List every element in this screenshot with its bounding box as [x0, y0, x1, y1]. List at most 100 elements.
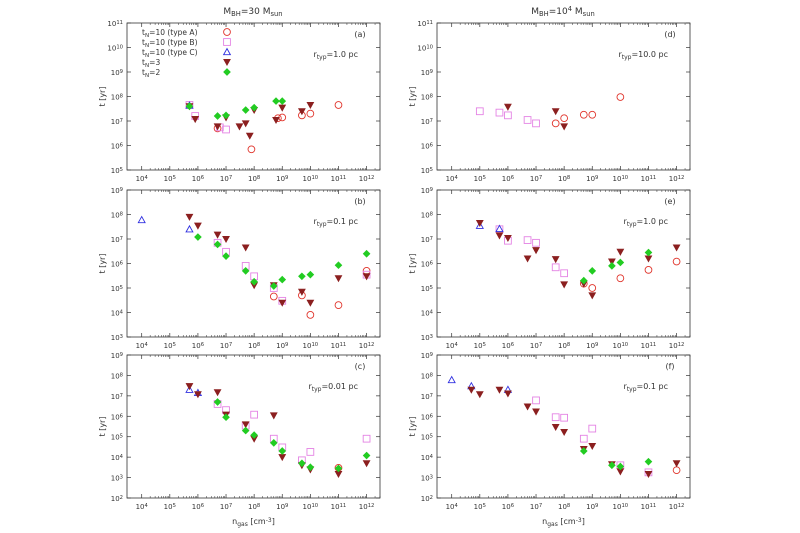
x-tick-label: 107 [220, 342, 232, 350]
data-point [495, 224, 504, 233]
panel-label: (a) [354, 30, 365, 39]
x-tick-label: 107 [220, 175, 232, 183]
data-point [269, 292, 278, 301]
y-tick-label: 108 [421, 94, 433, 102]
y-tick-label: 109 [421, 69, 433, 77]
y-tick-label: 106 [111, 261, 124, 269]
data-point [447, 375, 456, 384]
data-point [523, 236, 532, 244]
data-point [579, 434, 588, 443]
data-point [551, 256, 560, 264]
plot-frame [126, 354, 381, 499]
x-tick-label: 105 [164, 503, 176, 511]
data-point [137, 215, 146, 224]
x-tick-label: 1012 [359, 175, 375, 183]
y-tick-label: 106 [421, 143, 434, 151]
legend-marker [223, 38, 231, 46]
data-point [334, 261, 343, 270]
data-point [213, 231, 222, 239]
x-tick-label: 105 [474, 342, 486, 350]
data-point [588, 292, 597, 300]
data-point [269, 282, 278, 290]
data-point [644, 266, 653, 274]
data-point [560, 114, 568, 123]
x-tick-label: 107 [530, 342, 542, 350]
data-point [362, 451, 371, 460]
data-point [245, 132, 254, 140]
data-point [241, 106, 250, 114]
y-axis-label: t [yr] [98, 254, 107, 274]
y-tick-label: 102 [111, 495, 123, 503]
y-tick-label: 1011 [417, 20, 433, 28]
plot-frame [436, 189, 691, 338]
data-point [278, 97, 287, 105]
x-tick-label: 105 [474, 503, 486, 511]
panel-label: (c) [355, 362, 366, 371]
y-tick-label: 104 [421, 310, 434, 318]
y-tick-label: 104 [111, 310, 124, 318]
x-tick-label: 108 [558, 175, 570, 183]
data-point [306, 270, 315, 279]
data-point [241, 244, 250, 252]
data-point [672, 466, 681, 475]
y-tick-label: 103 [421, 334, 433, 342]
data-point [362, 460, 371, 468]
data-point [362, 434, 371, 443]
data-point [213, 112, 222, 120]
data-point [298, 459, 306, 468]
data-point [185, 224, 194, 233]
data-point [222, 413, 230, 422]
data-point [532, 408, 540, 416]
data-point [608, 262, 616, 270]
data-point [579, 447, 588, 455]
data-point [278, 447, 287, 455]
data-point [644, 470, 653, 478]
column-title: MBH=104 Msun [531, 5, 595, 18]
chart-panel: 104 105 106 107 108 109 1010 1011 1012 105 106 107 1… [98, 20, 381, 183]
y-tick-label: 107 [421, 236, 433, 244]
data-point [616, 274, 625, 283]
data-point [272, 97, 280, 105]
panel-annotation: rtyp=1.0 pc [314, 50, 358, 61]
y-tick-label: 106 [421, 261, 434, 269]
data-point [269, 439, 278, 447]
x-tick-label: 104 [446, 175, 459, 183]
data-point [272, 116, 280, 125]
data-point [241, 120, 250, 128]
data-point [588, 110, 597, 119]
y-tick-label: 105 [111, 167, 123, 175]
x-tick-label: 1010 [303, 175, 319, 183]
data-point [269, 412, 278, 420]
data-point [616, 462, 625, 471]
panel-annotation: rtyp=0.01 pc [308, 382, 358, 393]
y-tick-label: 109 [421, 187, 433, 195]
data-point [551, 108, 560, 116]
y-tick-label: 107 [111, 118, 123, 126]
data-point [185, 213, 194, 221]
x-tick-label: 1011 [331, 503, 347, 511]
legend-marker [223, 28, 231, 36]
data-point [362, 273, 371, 281]
y-tick-label: 106 [111, 413, 124, 421]
panel-label: (f) [665, 362, 674, 371]
y-tick-label: 107 [421, 118, 433, 126]
x-tick-label: 1010 [613, 503, 629, 511]
y-tick-label: 108 [111, 372, 123, 380]
data-point [334, 464, 343, 473]
y-axis-label: t [yr] [408, 254, 417, 274]
x-tick-label: 104 [136, 342, 149, 350]
data-point [523, 403, 532, 411]
x-tick-label: 106 [502, 175, 515, 183]
data-point [235, 123, 244, 131]
x-tick-label: 108 [558, 342, 570, 350]
x-tick-label: 109 [276, 503, 288, 511]
data-point [560, 281, 569, 289]
data-point [241, 426, 250, 435]
y-tick-label: 104 [111, 454, 124, 462]
y-tick-label: 109 [111, 187, 123, 195]
data-point [672, 460, 681, 468]
x-tick-label: 1010 [303, 342, 319, 350]
data-point [475, 391, 484, 399]
y-tick-label: 103 [111, 475, 123, 483]
